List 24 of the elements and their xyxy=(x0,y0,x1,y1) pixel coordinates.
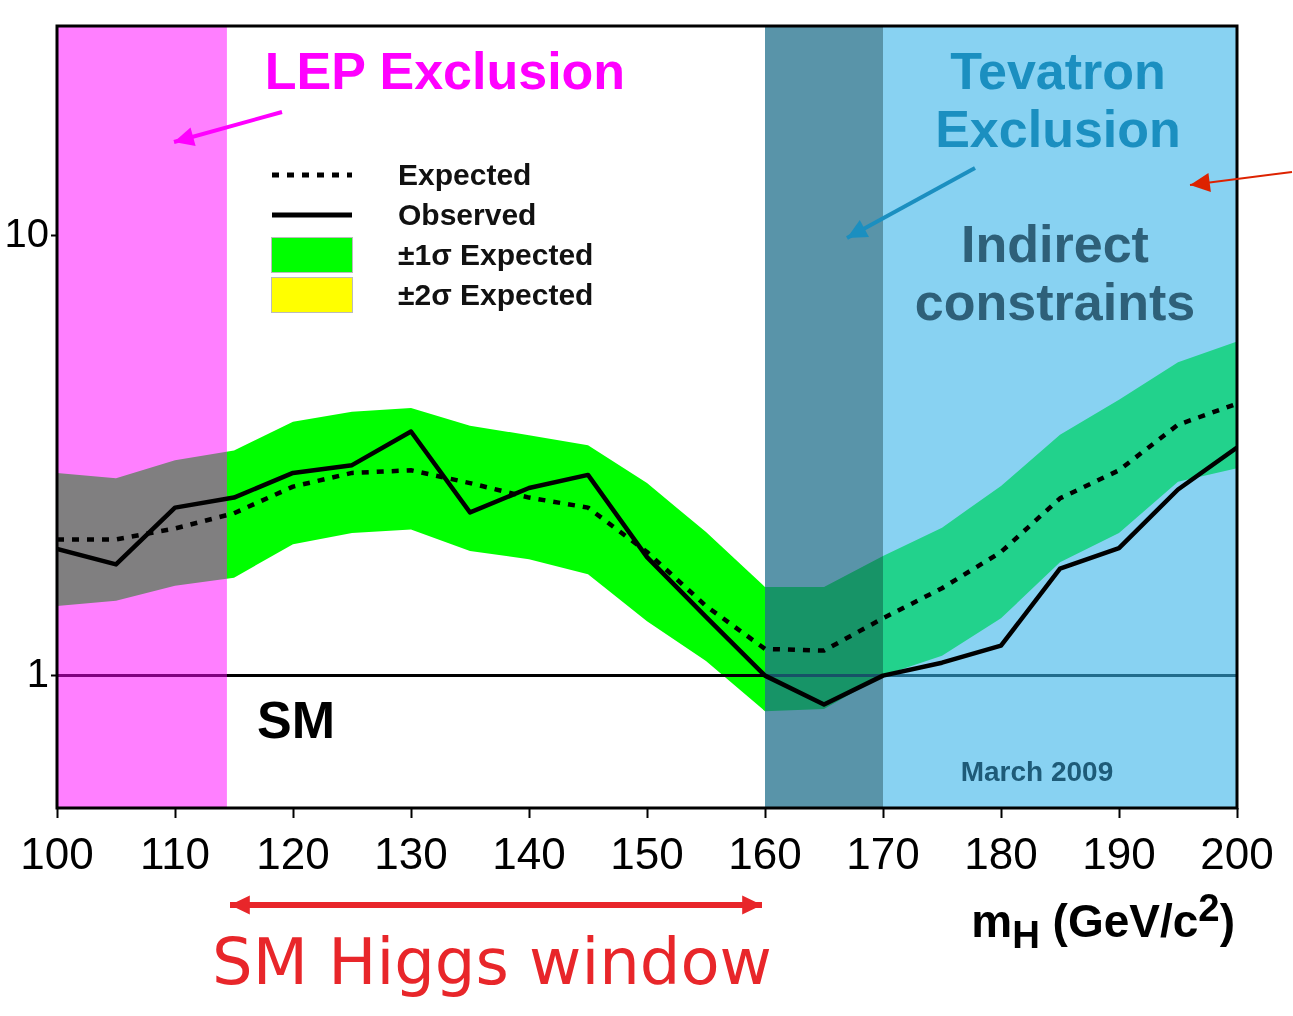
x-tick-label: 140 xyxy=(492,828,566,878)
x-tick-label: 130 xyxy=(374,828,448,878)
x-tick-label: 100 xyxy=(20,828,94,878)
band-label: Tevatron Exclusion xyxy=(935,42,1181,159)
band-label: Indirect constraints xyxy=(914,215,1196,332)
x-tick-label: 170 xyxy=(846,828,920,878)
legend-label: Expected xyxy=(398,158,532,192)
x-tick-label: 150 xyxy=(610,828,684,878)
text: SM Higgs window xyxy=(212,925,772,999)
x-tick-label: 160 xyxy=(728,828,802,878)
legend-label: ±1σ Expected xyxy=(398,238,594,272)
y-tick-label: 1 xyxy=(26,650,49,695)
ref-line-label: SM xyxy=(257,690,335,749)
legend-label: ±2σ Expected xyxy=(398,278,594,312)
x-tick-label: 190 xyxy=(1082,828,1156,878)
y-tick-label: 10 xyxy=(4,210,49,255)
x-tick-label: 120 xyxy=(256,828,330,878)
band-label: LEP Exclusion xyxy=(264,42,626,101)
x-tick-label: 180 xyxy=(964,828,1038,878)
annotation: March 2009 xyxy=(960,756,1114,788)
x-tick-label: 110 xyxy=(139,828,211,878)
x-axis-title: m$_{H}$ (GeV/c$^{2}$) xyxy=(971,886,1235,957)
legend-label: Observed xyxy=(398,198,537,232)
x-tick-label: 200 xyxy=(1200,828,1274,878)
